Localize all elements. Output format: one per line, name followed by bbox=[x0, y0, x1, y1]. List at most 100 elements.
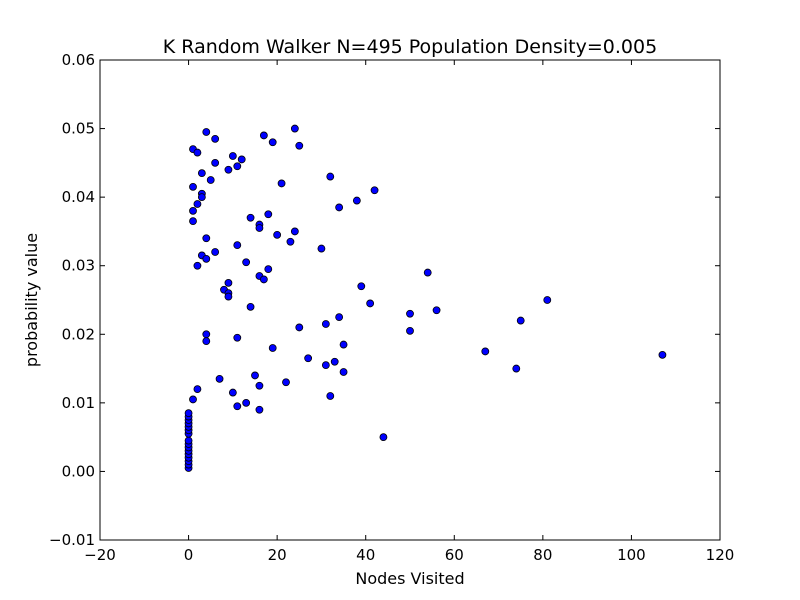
data-point-23 bbox=[189, 217, 197, 226]
x-tick-label-0: −20 bbox=[84, 546, 116, 564]
data-point-89 bbox=[366, 299, 375, 308]
y-ticks: −0.01 0.00 0.01 0.02 0.03 0.04 0.05 0.06 bbox=[49, 51, 720, 549]
data-point-99 bbox=[658, 350, 667, 359]
data-point-40 bbox=[224, 278, 233, 287]
plot-frame bbox=[99, 59, 721, 541]
data-point-35 bbox=[211, 248, 220, 256]
data-point-15 bbox=[184, 409, 193, 418]
x-tick-label-4: 60 bbox=[445, 546, 464, 564]
x-tick-label-7: 120 bbox=[706, 546, 735, 564]
data-point-34 bbox=[193, 261, 202, 270]
data-point-26 bbox=[197, 193, 206, 202]
data-point-71 bbox=[290, 227, 299, 236]
data-point-66 bbox=[273, 230, 282, 239]
data-point-51 bbox=[233, 402, 242, 411]
data-point-85 bbox=[339, 368, 348, 376]
x-axis-label: Nodes Visited bbox=[355, 569, 464, 588]
data-point-87 bbox=[370, 186, 379, 195]
data-point-45 bbox=[233, 162, 242, 171]
chart-title: K Random Walker N=495 Population Density… bbox=[163, 36, 657, 58]
data-point-84 bbox=[339, 340, 348, 349]
data-point-43 bbox=[224, 165, 233, 174]
data-point-93 bbox=[423, 268, 432, 277]
data-point-19 bbox=[193, 148, 202, 157]
data-point-21 bbox=[193, 200, 202, 208]
y-tick-label-4: 0.03 bbox=[62, 257, 95, 275]
data-point-62 bbox=[259, 131, 268, 140]
data-point-33 bbox=[202, 254, 211, 263]
data-point-58 bbox=[259, 275, 268, 284]
data-point-91 bbox=[406, 309, 414, 318]
data-point-20 bbox=[189, 182, 197, 191]
x-tick-label-5: 80 bbox=[533, 546, 552, 564]
data-point-73 bbox=[282, 378, 290, 387]
data-point-70 bbox=[295, 141, 304, 150]
data-point-95 bbox=[481, 347, 490, 356]
data-point-65 bbox=[264, 265, 273, 274]
data-point-17 bbox=[193, 385, 202, 394]
data-point-64 bbox=[264, 210, 273, 219]
data-point-83 bbox=[335, 313, 344, 322]
data-point-75 bbox=[304, 354, 313, 363]
data-point-42 bbox=[224, 292, 233, 301]
data-point-28 bbox=[211, 134, 220, 143]
data-point-77 bbox=[326, 172, 335, 181]
data-point-38 bbox=[215, 374, 224, 383]
data-point-22 bbox=[189, 206, 197, 215]
data-point-47 bbox=[233, 241, 242, 250]
data-point-63 bbox=[268, 138, 277, 147]
data-point-37 bbox=[202, 337, 211, 346]
data-point-48 bbox=[242, 258, 251, 267]
data-point-78 bbox=[321, 320, 330, 328]
data-point-49 bbox=[233, 333, 242, 342]
data-point-88 bbox=[357, 282, 366, 291]
data-point-44 bbox=[228, 152, 237, 160]
data-point-86 bbox=[352, 196, 361, 205]
data-point-96 bbox=[512, 364, 521, 373]
data-point-74 bbox=[295, 323, 304, 332]
data-point-68 bbox=[268, 344, 277, 352]
data-point-94 bbox=[432, 306, 441, 315]
points-layer bbox=[184, 124, 667, 472]
data-point-36 bbox=[202, 330, 211, 339]
x-ticks: −20 0 20 40 60 80 100 120 bbox=[84, 60, 734, 564]
data-point-46 bbox=[237, 155, 246, 164]
data-point-69 bbox=[290, 124, 299, 133]
data-point-61 bbox=[255, 405, 264, 414]
data-point-50 bbox=[228, 388, 237, 397]
x-tick-label-2: 20 bbox=[268, 546, 287, 564]
data-point-8 bbox=[184, 436, 193, 445]
data-point-60 bbox=[255, 381, 264, 390]
data-point-97 bbox=[516, 316, 525, 325]
x-tick-label-6: 100 bbox=[617, 546, 646, 564]
data-point-76 bbox=[317, 244, 326, 253]
y-axis-label: probability value bbox=[22, 233, 41, 367]
data-point-82 bbox=[335, 203, 344, 212]
data-point-55 bbox=[255, 224, 264, 232]
data-point-52 bbox=[242, 398, 251, 407]
data-point-24 bbox=[197, 169, 206, 178]
y-tick-label-3: 0.02 bbox=[62, 325, 95, 343]
y-tick-label-7: 0.06 bbox=[62, 51, 95, 69]
data-point-30 bbox=[206, 176, 215, 184]
data-point-53 bbox=[246, 213, 255, 222]
y-tick-label-1: 0.00 bbox=[62, 462, 95, 480]
x-tick-label-1: 0 bbox=[184, 546, 194, 564]
data-point-72 bbox=[286, 237, 295, 246]
data-point-59 bbox=[251, 371, 259, 380]
data-point-98 bbox=[543, 296, 552, 304]
data-point-27 bbox=[202, 128, 211, 136]
data-point-92 bbox=[406, 326, 414, 335]
data-point-56 bbox=[246, 302, 255, 311]
x-tick-label-3: 40 bbox=[356, 546, 375, 564]
data-point-79 bbox=[321, 361, 330, 370]
data-point-29 bbox=[211, 158, 220, 167]
data-point-16 bbox=[189, 395, 197, 404]
y-tick-label-5: 0.04 bbox=[62, 188, 95, 206]
data-point-31 bbox=[202, 234, 211, 243]
data-point-90 bbox=[379, 433, 388, 442]
y-tick-label-2: 0.01 bbox=[62, 394, 95, 412]
y-tick-label-0: −0.01 bbox=[49, 531, 95, 549]
data-point-80 bbox=[330, 357, 339, 366]
